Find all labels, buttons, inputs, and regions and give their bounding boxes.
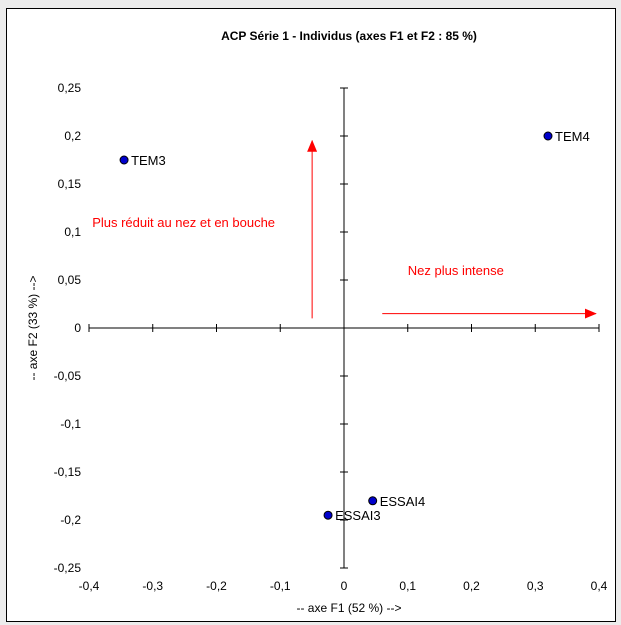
chart-title: ACP Série 1 - Individus (axes F1 et F2 :… <box>221 29 477 43</box>
data-point <box>323 510 333 520</box>
data-point-label: TEM3 <box>131 153 166 168</box>
chart-frame: ACP Série 1 - Individus (axes F1 et F2 :… <box>6 8 616 622</box>
x-tick-label: -0,4 <box>79 579 100 593</box>
y-tick-label: 0 <box>74 321 81 335</box>
x-tick-label: 0,4 <box>591 579 608 593</box>
x-tick-label: 0,1 <box>399 579 416 593</box>
y-tick-label: 0,1 <box>64 225 81 239</box>
y-tick-label: -0,25 <box>54 561 82 575</box>
y-tick-label: -0,15 <box>54 465 82 479</box>
y-tick-label: 0,05 <box>58 273 82 287</box>
x-tick-label: -0,1 <box>270 579 291 593</box>
scatter-chart: ACP Série 1 - Individus (axes F1 et F2 :… <box>26 29 608 615</box>
y-tick-label: 0,15 <box>58 177 82 191</box>
data-point-label: ESSAI3 <box>335 508 381 523</box>
data-point <box>543 131 553 141</box>
annotation-text: Nez plus intense <box>408 263 504 278</box>
y-tick-label: -0,1 <box>60 417 81 431</box>
data-point <box>368 496 378 506</box>
x-axis-title: -- axe F1 (52 %) --> <box>296 601 401 615</box>
x-tick-label: -0,3 <box>142 579 163 593</box>
y-tick-label: -0,05 <box>54 369 82 383</box>
x-tick-label: 0,3 <box>527 579 544 593</box>
y-axis-title: -- axe F2 (33 %) --> <box>26 275 40 380</box>
x-tick-label: -0,2 <box>206 579 227 593</box>
y-tick-label: 0,2 <box>64 129 81 143</box>
data-point-label: ESSAI4 <box>380 494 426 509</box>
data-point <box>119 155 129 165</box>
y-tick-label: 0,25 <box>58 81 82 95</box>
x-tick-label: 0,2 <box>463 579 480 593</box>
x-tick-label: 0 <box>341 579 348 593</box>
y-tick-label: -0,2 <box>60 513 81 527</box>
data-point-label: TEM4 <box>555 129 590 144</box>
plot-layer: -0,4 -0,3 -0,2 -0,1 0 0,1 0,2 0,3 0,4 0,25 0,2 0,15… <box>54 81 608 593</box>
annotation-text: Plus réduit au nez et en bouche <box>92 215 275 230</box>
